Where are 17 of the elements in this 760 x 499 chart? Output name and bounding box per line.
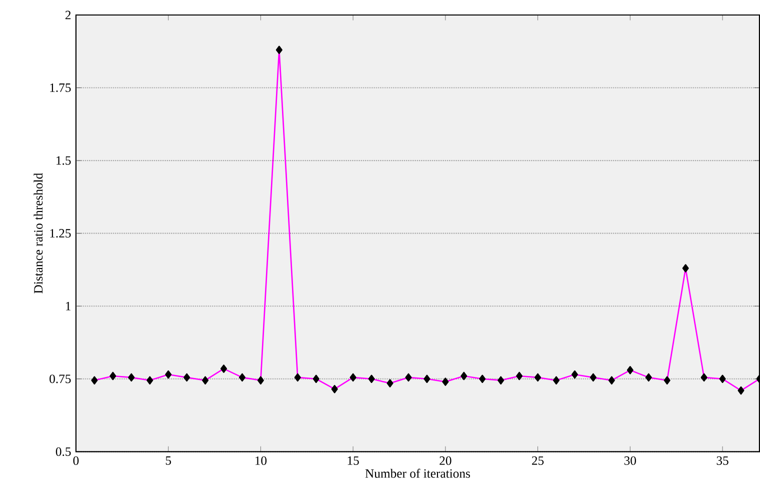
- x-tick-label: 30: [624, 456, 636, 466]
- x-tick-label: 5: [166, 456, 171, 465]
- x-tick-label: 10: [255, 456, 267, 466]
- x-tick-label: 35: [716, 456, 728, 466]
- x-tick-label: 0: [73, 456, 79, 466]
- y-tick-label: 1.75: [50, 84, 71, 92]
- y-tick-label: 0.5: [56, 448, 71, 456]
- y-tick-label: 1.25: [50, 229, 71, 238]
- y-tick-label: 1: [66, 302, 70, 310]
- y-tick-label: 2: [65, 10, 71, 20]
- x-tick-label: 25: [532, 456, 544, 466]
- y-axis-title: Distance ratio threshold: [34, 173, 43, 294]
- x-tick-label: 20: [440, 456, 452, 466]
- x-axis-title: Number of iterations: [365, 468, 470, 478]
- y-tick-label: 0.75: [50, 374, 71, 384]
- x-tick-label: 15: [348, 456, 359, 466]
- y-tick-label: 1.5: [56, 156, 71, 165]
